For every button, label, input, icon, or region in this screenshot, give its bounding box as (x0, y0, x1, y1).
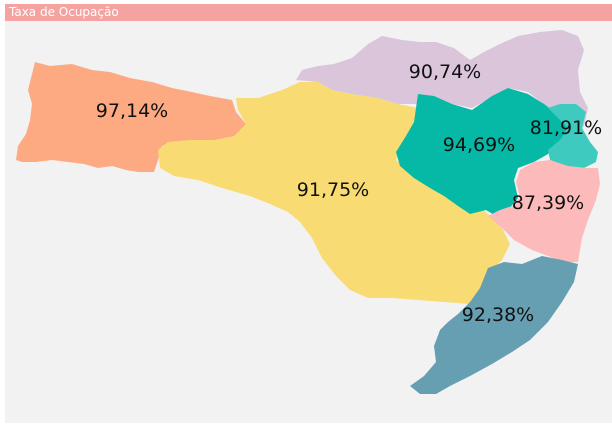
region-shape-5[interactable] (488, 160, 600, 262)
region-value-3: 94,69% (443, 134, 515, 156)
region-value-5: 87,39% (512, 192, 584, 214)
region-shape-6[interactable] (410, 256, 578, 394)
visual-title: Taxa de Ocupação (9, 5, 119, 19)
region-shape-1[interactable] (158, 82, 510, 304)
region-shape-3[interactable] (396, 88, 570, 216)
region-value-6: 92,38% (462, 304, 534, 326)
region-value-0: 97,14% (96, 100, 168, 122)
region-value-1: 91,75% (297, 179, 369, 201)
region-shape-4[interactable] (548, 104, 598, 168)
region-shape-0[interactable] (16, 62, 246, 172)
visual-header: Taxa de Ocupação (5, 4, 612, 21)
region-value-4: 81,91% (530, 117, 602, 139)
region-shape-2[interactable] (296, 30, 588, 134)
region-value-2: 90,74% (409, 61, 481, 83)
